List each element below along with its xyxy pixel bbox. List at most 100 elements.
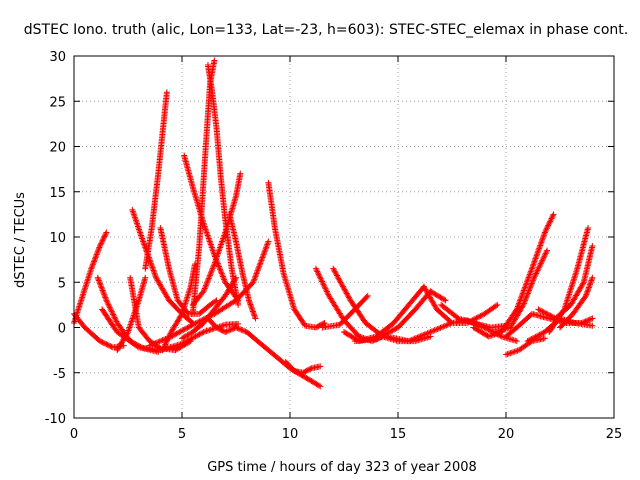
plus-marker xyxy=(99,287,106,294)
plus-marker xyxy=(447,320,454,327)
plus-marker xyxy=(110,312,117,319)
plus-marker xyxy=(178,312,185,319)
plus-marker xyxy=(176,329,183,336)
plus-marker xyxy=(380,332,387,339)
plus-marker xyxy=(191,334,198,341)
plus-marker xyxy=(503,351,509,358)
plus-marker xyxy=(256,261,263,268)
plus-marker xyxy=(438,324,445,331)
plus-marker xyxy=(112,317,119,324)
plus-marker xyxy=(535,264,542,271)
plus-marker xyxy=(408,336,415,343)
plus-marker xyxy=(152,340,159,347)
plus-marker xyxy=(202,282,209,289)
plus-marker xyxy=(524,338,531,345)
plus-marker xyxy=(252,273,259,280)
plus-marker xyxy=(389,327,396,334)
series-24 xyxy=(351,288,449,345)
plus-marker xyxy=(215,249,222,256)
plus-marker xyxy=(524,290,531,297)
plus-marker xyxy=(151,270,158,277)
plus-marker xyxy=(206,272,213,279)
plus-marker xyxy=(314,269,321,276)
plus-marker xyxy=(93,252,100,259)
plus-marker xyxy=(106,303,113,310)
plus-marker xyxy=(179,327,185,334)
plus-marker xyxy=(251,274,258,281)
plus-marker xyxy=(473,315,480,322)
plus-marker xyxy=(217,243,224,250)
series-1 xyxy=(71,310,127,351)
plus-marker xyxy=(410,336,417,343)
plus-marker xyxy=(581,294,588,301)
plus-marker xyxy=(96,338,103,345)
plus-marker xyxy=(95,276,102,283)
plus-marker xyxy=(364,292,371,299)
plus-marker xyxy=(468,319,475,326)
series-13 xyxy=(189,57,218,317)
plus-marker xyxy=(378,333,385,340)
plus-marker xyxy=(149,264,156,271)
plus-marker xyxy=(131,214,138,221)
plus-marker xyxy=(533,252,540,259)
plus-marker xyxy=(104,298,111,305)
plus-marker xyxy=(128,318,135,325)
plus-marker xyxy=(195,319,202,326)
plus-marker xyxy=(526,272,533,279)
plus-marker xyxy=(464,317,471,324)
plus-marker xyxy=(102,230,109,237)
plus-marker xyxy=(201,286,208,293)
plus-marker xyxy=(208,268,215,275)
plus-marker xyxy=(89,261,96,268)
plus-marker xyxy=(414,334,421,341)
plus-marker xyxy=(530,261,537,268)
plus-marker xyxy=(166,333,173,340)
plus-marker xyxy=(319,279,326,286)
plus-marker xyxy=(103,297,110,304)
plus-marker xyxy=(411,335,418,342)
plus-marker xyxy=(478,312,485,319)
plus-marker xyxy=(134,343,141,350)
plus-marker xyxy=(589,322,596,329)
plus-marker xyxy=(210,249,217,256)
plus-marker xyxy=(234,325,241,332)
series-35 xyxy=(546,224,592,336)
plus-marker xyxy=(526,271,533,278)
plus-marker xyxy=(166,331,173,338)
plus-marker xyxy=(520,287,527,294)
plus-marker xyxy=(127,321,134,328)
plus-marker xyxy=(132,217,139,224)
plus-marker xyxy=(191,321,198,328)
plus-marker xyxy=(142,274,149,281)
plus-marker xyxy=(164,335,171,342)
plus-marker xyxy=(160,344,167,351)
plus-marker xyxy=(528,281,535,288)
plus-marker xyxy=(386,328,393,335)
plus-marker xyxy=(207,271,214,278)
plus-marker xyxy=(97,281,104,288)
plus-marker xyxy=(219,238,226,245)
plus-marker xyxy=(312,265,319,272)
plus-marker xyxy=(440,323,447,330)
plus-marker xyxy=(418,332,425,339)
plus-marker xyxy=(124,330,131,337)
plus-marker xyxy=(405,338,412,345)
plus-marker xyxy=(505,350,512,357)
plus-marker xyxy=(235,301,242,308)
plus-marker xyxy=(174,329,181,336)
plus-marker xyxy=(134,221,141,228)
plus-marker xyxy=(392,325,399,332)
plus-marker xyxy=(487,333,494,340)
plus-marker xyxy=(107,343,114,350)
plus-marker xyxy=(92,254,99,261)
plus-marker xyxy=(233,324,239,331)
plus-marker xyxy=(103,341,110,348)
plus-marker xyxy=(188,322,195,329)
series-10 xyxy=(159,261,198,354)
plus-marker xyxy=(98,238,105,245)
plus-marker xyxy=(531,274,538,281)
plus-marker xyxy=(528,267,535,274)
plus-marker xyxy=(219,272,226,279)
plus-marker xyxy=(536,243,543,250)
plus-marker xyxy=(538,238,545,245)
